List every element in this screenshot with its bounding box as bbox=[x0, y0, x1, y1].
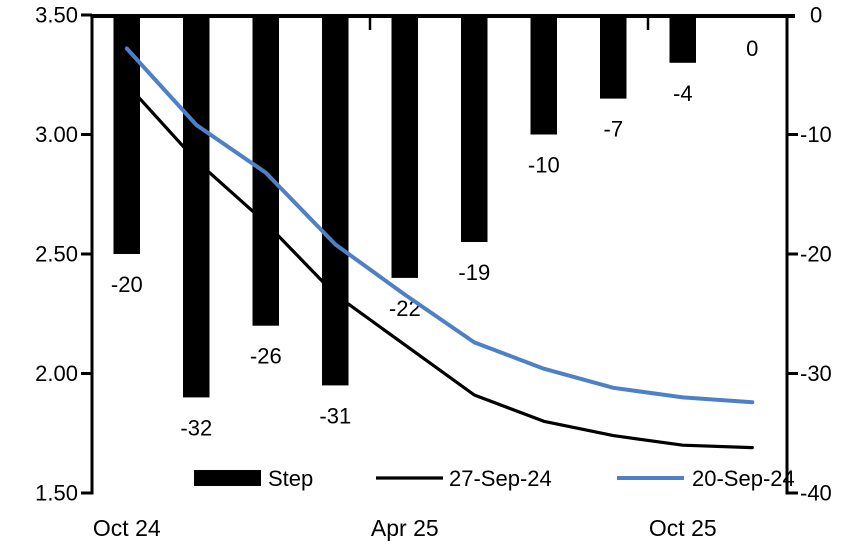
bar-data-label: -20 bbox=[111, 272, 143, 297]
legend-label-step: Step bbox=[268, 466, 313, 491]
right-axis-label: -30 bbox=[800, 361, 832, 386]
x-axis-label: Oct 25 bbox=[649, 515, 717, 541]
bar bbox=[113, 15, 140, 254]
bar-data-label: 0 bbox=[746, 36, 758, 61]
left-axis-label: 2.00 bbox=[35, 361, 78, 386]
bar-data-label: -32 bbox=[180, 415, 212, 440]
bar-data-label: -10 bbox=[528, 153, 560, 178]
legend-label-27-sep-24: 27-Sep-24 bbox=[449, 466, 552, 491]
bar bbox=[530, 15, 557, 135]
x-axis-label: Apr 25 bbox=[371, 515, 439, 541]
bar bbox=[461, 15, 488, 242]
bar-data-label: -22 bbox=[389, 296, 421, 321]
legend-label-20-sep-24: 20-Sep-24 bbox=[692, 466, 795, 491]
bar bbox=[669, 15, 696, 63]
bar-data-label: -31 bbox=[319, 403, 351, 428]
right-axis-label: -10 bbox=[800, 122, 832, 147]
left-axis-label: 1.50 bbox=[35, 481, 78, 506]
x-axis-labels: Oct 24 Apr 25 Oct 25 bbox=[93, 515, 717, 541]
series-line-27-sep-24 bbox=[125, 82, 754, 450]
bar-data-label: -4 bbox=[673, 81, 693, 106]
series-line-20-sep-24 bbox=[124, 46, 755, 405]
right-axis-label: 0 bbox=[810, 3, 822, 28]
left-axis-label: 3.50 bbox=[35, 3, 78, 28]
bar-data-label: -19 bbox=[458, 260, 490, 285]
x-axis-label: Oct 24 bbox=[93, 515, 161, 541]
legend: Step 27-Sep-24 20-Sep-24 bbox=[194, 466, 795, 491]
bar bbox=[600, 15, 627, 99]
axes-group: 3.503.002.502.001.500-10-20-30-40 bbox=[35, 3, 832, 506]
bar-data-label: -7 bbox=[604, 117, 624, 142]
bar bbox=[322, 15, 349, 386]
left-axis-label: 3.00 bbox=[35, 122, 78, 147]
right-axis-label: -40 bbox=[800, 481, 832, 506]
legend-swatch-step bbox=[194, 470, 261, 486]
bar-data-labels: -20 -32 -26 -31 -22 -19 -10 -7 -4 0 bbox=[111, 36, 759, 440]
bar-data-label: -26 bbox=[250, 344, 282, 369]
bar bbox=[391, 15, 418, 278]
bars-group bbox=[113, 15, 766, 398]
left-axis-label: 2.50 bbox=[35, 242, 78, 267]
bar bbox=[183, 15, 210, 398]
right-axis-label: -20 bbox=[800, 242, 832, 267]
